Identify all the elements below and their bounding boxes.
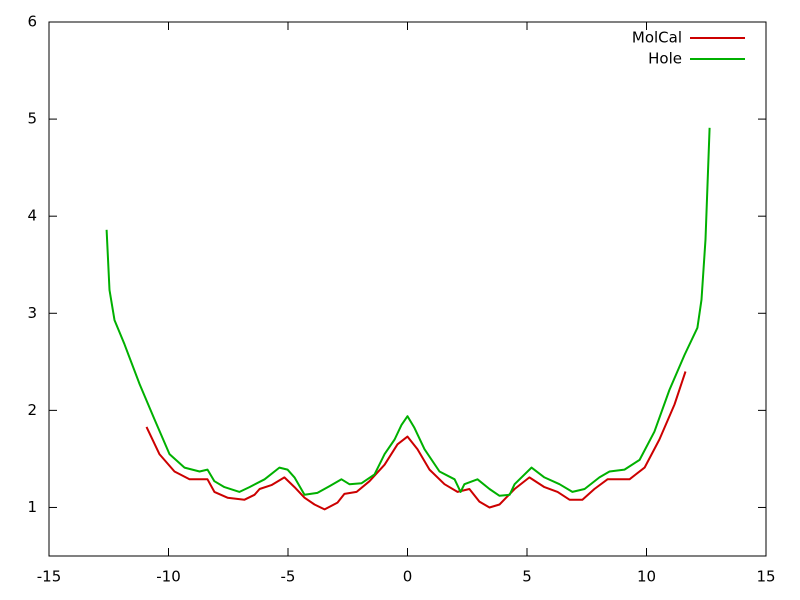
y-tick-label: 3 [27, 304, 37, 322]
series-line [105, 127, 711, 497]
y-tick-label: 4 [27, 207, 37, 225]
x-tick-label: -15 [37, 568, 62, 586]
x-tick-label: 0 [403, 568, 413, 586]
legend-label: MolCal [632, 29, 682, 47]
y-tick-label: 6 [27, 13, 37, 31]
series-line [145, 371, 687, 511]
x-tick-label: 15 [756, 568, 775, 586]
y-tick-label: 1 [27, 498, 37, 516]
x-tick-label: -10 [156, 568, 181, 586]
y-tick-label: 5 [27, 110, 37, 128]
legend-label: Hole [648, 50, 682, 68]
y-tick-label: 2 [27, 401, 37, 419]
plot-frame [48, 21, 767, 557]
x-tick-label: 5 [522, 568, 532, 586]
x-tick-label: -5 [281, 568, 296, 586]
x-tick-label: 10 [637, 568, 656, 586]
